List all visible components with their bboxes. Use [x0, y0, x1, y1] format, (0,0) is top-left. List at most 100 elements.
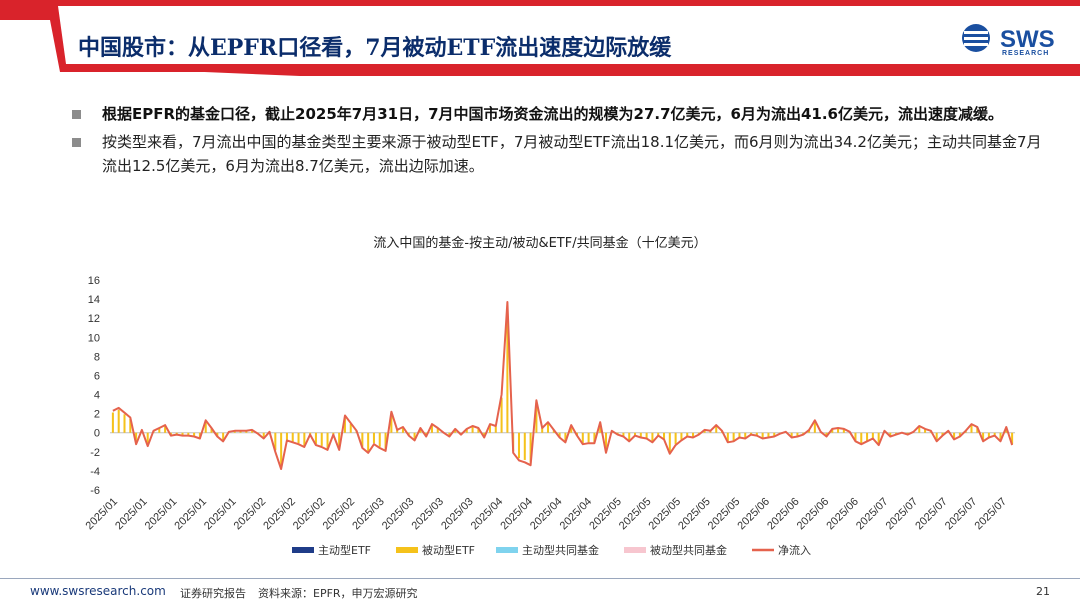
legend-label: 净流入 — [778, 543, 811, 557]
bullet-item: 根据EPFR的基金口径，截止2025年7月31日，7月中国市场资金流出的规模为2… — [72, 102, 1042, 126]
header-band — [0, 0, 1080, 76]
passive-etf-bar — [982, 432, 985, 441]
bullet-text: 按类型来看，7月流出中国的基金类型主要来源于被动型ETF，7月被动型ETF流出1… — [102, 133, 1042, 175]
passive-etf-bar — [419, 428, 422, 433]
logo-wordmark: SWS — [1000, 26, 1055, 53]
passive-etf-bar — [367, 432, 370, 452]
passive-etf-bar — [448, 432, 451, 437]
passive-etf-bar — [291, 432, 294, 442]
passive-etf-bar — [384, 432, 387, 450]
passive-etf-bar — [320, 432, 323, 446]
x-tick-label: 2025/05 — [587, 496, 624, 533]
passive-etf-bar — [663, 432, 666, 439]
legend-item: 主动型共同基金 — [496, 543, 599, 557]
passive-etf-bar — [274, 432, 277, 451]
passive-etf-bar — [303, 432, 306, 446]
x-tick-label: 2025/07 — [943, 496, 980, 533]
passive-etf-bar — [732, 432, 735, 441]
passive-etf-bar — [210, 428, 213, 433]
passive-etf-bar — [314, 432, 317, 445]
passive-etf-bar — [239, 430, 242, 433]
legend-item: 被动型共同基金 — [624, 543, 727, 557]
passive-etf-bar — [924, 429, 927, 433]
x-tick-label: 2025/03 — [380, 496, 417, 533]
passive-etf-bar — [436, 428, 439, 433]
legend-swatch — [396, 547, 418, 553]
bullet-item: 按类型来看，7月流出中国的基金类型主要来源于被动型ETF，7月被动型ETF流出1… — [72, 130, 1042, 178]
passive-etf-bar — [164, 425, 167, 433]
passive-etf-bar — [541, 428, 544, 433]
passive-etf-bar — [135, 432, 138, 444]
passive-etf-bar — [146, 432, 149, 446]
passive-etf-bar — [471, 426, 474, 433]
passive-etf-bar — [604, 432, 608, 452]
passive-etf-bar — [326, 432, 329, 449]
passive-etf-bar — [715, 425, 718, 433]
passive-etf-bar — [494, 426, 497, 433]
x-tick-label: 2025/04 — [528, 496, 565, 533]
passive-etf-bar — [523, 432, 526, 460]
passive-etf-bar — [755, 432, 758, 436]
passive-etf-bar — [877, 432, 880, 445]
page-title: 中国股市：从EPFR口径看，7月被动ETF流出速度边际放缓 — [78, 35, 672, 61]
passive-etf-bar — [285, 432, 288, 440]
x-tick-label: 2025/05 — [676, 496, 713, 533]
legend-swatch — [624, 547, 646, 553]
passive-etf-bar — [918, 426, 921, 433]
passive-etf-bar — [280, 432, 283, 467]
passive-etf-bar — [262, 432, 265, 438]
passive-etf-bar — [245, 430, 248, 433]
passive-etf-bar — [216, 432, 219, 437]
passive-etf-bar — [692, 432, 695, 438]
y-tick-label: 6 — [94, 370, 100, 382]
x-tick-label: 2025/04 — [469, 496, 506, 533]
passive-etf-bar — [361, 432, 364, 447]
passive-etf-bar — [976, 427, 979, 433]
x-tick-label: 2025/07 — [913, 496, 950, 533]
x-tick-label: 2025/07 — [854, 496, 891, 533]
passive-etf-bar — [349, 423, 352, 433]
passive-etf-bar — [993, 432, 996, 436]
x-tick-label: 2025/02 — [232, 496, 269, 533]
passive-etf-bar — [413, 432, 416, 440]
passive-etf-bar — [1011, 432, 1014, 445]
y-tick-label: 0 — [94, 428, 100, 440]
passive-etf-bar — [790, 432, 793, 438]
x-tick-label: 2025/01 — [202, 496, 239, 533]
x-tick-label: 2025/02 — [321, 496, 358, 533]
page-number: 21 — [1036, 585, 1050, 598]
y-tick-label: 8 — [94, 351, 100, 363]
passive-etf-bar — [761, 432, 764, 438]
y-tick-label: 4 — [94, 390, 100, 402]
passive-etf-bar — [430, 424, 433, 433]
header-red-underline — [60, 66, 1080, 76]
passive-etf-bar — [767, 432, 770, 438]
passive-etf-bar — [889, 432, 892, 437]
passive-etf-bar — [668, 432, 671, 453]
legend-item: 主动型ETF — [292, 543, 371, 557]
x-tick-label: 2025/06 — [765, 496, 802, 533]
passive-etf-bar — [958, 432, 961, 437]
passive-etf-bar — [483, 432, 486, 438]
logo-subtext: RESEARCH — [1002, 50, 1050, 57]
y-tick-label: -4 — [90, 466, 100, 478]
passive-etf-bar — [831, 429, 834, 433]
passive-etf-bar — [599, 423, 602, 433]
passive-etf-bar — [825, 432, 828, 437]
bullet-text: 根据EPFR的基金口径，截止2025年7月31日，7月中国市场资金流出的规模为2… — [102, 105, 1003, 123]
legend-label: 主动型ETF — [318, 543, 371, 557]
passive-etf-bar — [401, 427, 404, 433]
passive-etf-bar — [204, 421, 207, 433]
footer-report-label: 证券研究报告 — [180, 587, 246, 600]
y-tick-label: 14 — [88, 294, 100, 306]
passive-etf-bar — [935, 432, 938, 441]
x-tick-label: 2025/01 — [172, 496, 209, 533]
passive-etf-bar — [871, 432, 874, 438]
passive-etf-bar — [674, 432, 677, 445]
bullet-square-icon — [72, 138, 81, 147]
footer-url[interactable]: www.swsresearch.com — [30, 584, 166, 598]
passive-etf-bar — [390, 413, 393, 433]
passive-etf-bar — [773, 432, 776, 437]
passive-etf-bar — [297, 432, 300, 444]
x-tick-label: 2025/07 — [884, 496, 921, 533]
